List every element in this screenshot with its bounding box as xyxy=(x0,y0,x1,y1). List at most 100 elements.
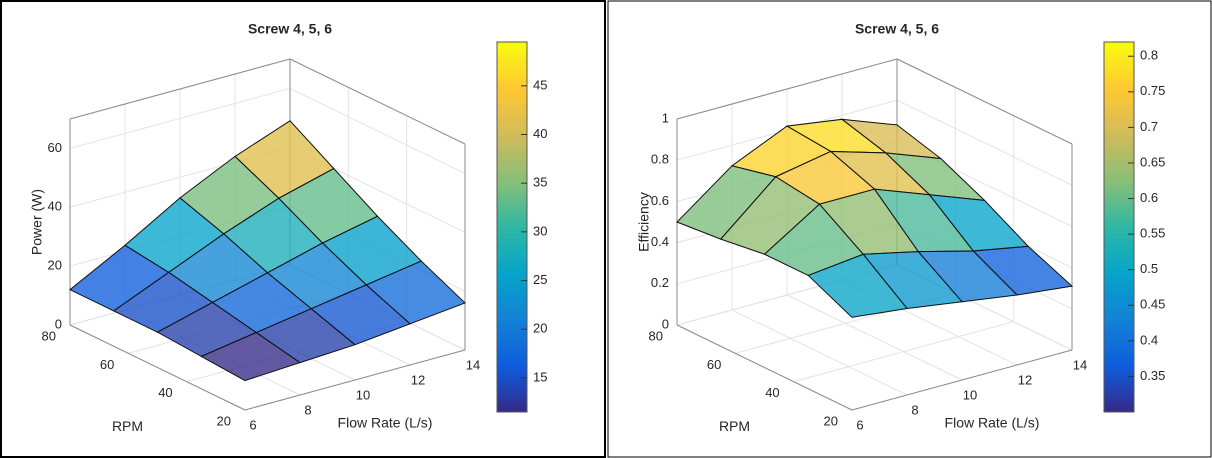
colorbar-segment xyxy=(1104,233,1134,240)
z-tick-label: 60 xyxy=(48,140,62,155)
colorbar-segment xyxy=(1104,375,1134,382)
x-tick-label: 14 xyxy=(1073,357,1087,372)
colorbar-segment xyxy=(1104,227,1134,234)
colorbar-tick-label: 45 xyxy=(533,77,547,92)
colorbar-tick-label: 20 xyxy=(533,321,547,336)
colorbar-segment xyxy=(1104,338,1134,345)
colorbar-segment xyxy=(497,227,527,234)
colorbar-segment xyxy=(497,387,527,394)
x-tick-label: 10 xyxy=(356,387,370,402)
colorbar-segment xyxy=(497,66,527,74)
x-tick-label: 10 xyxy=(963,387,977,402)
colorbar-segment xyxy=(1104,220,1134,228)
colorbar-segment xyxy=(497,270,527,277)
colorbar-tick-label: 0.8 xyxy=(1140,48,1158,63)
colorbar-segment xyxy=(1104,288,1134,296)
y-tick-label: 60 xyxy=(707,357,721,372)
colorbar-segment xyxy=(497,325,527,333)
y-axis-label: RPM xyxy=(112,418,143,434)
colorbar-segment xyxy=(1104,85,1134,92)
colorbar-segment xyxy=(497,251,527,259)
colorbar-tick-label: 0.45 xyxy=(1140,297,1165,312)
colorbar-segment xyxy=(497,307,527,314)
colorbar-segment xyxy=(497,171,527,179)
x-axis-label: Flow Rate (L/s) xyxy=(338,415,433,431)
x-axis-label: Flow Rate (L/s) xyxy=(945,415,1040,431)
colorbar-segment xyxy=(497,257,527,265)
colorbar-segment xyxy=(497,177,527,185)
colorbar-segment xyxy=(1104,202,1134,209)
colorbar-segment xyxy=(1104,122,1134,129)
colorbar-tick-label: 35 xyxy=(533,175,547,190)
colorbar-segment xyxy=(497,60,527,68)
axis-line xyxy=(851,349,1073,411)
colorbar-segment xyxy=(1104,301,1134,308)
colorbar-tick-label: 40 xyxy=(533,126,547,141)
colorbar-segment xyxy=(497,350,527,357)
colorbar-segment xyxy=(497,331,527,339)
grid-line xyxy=(793,321,1014,383)
colorbar-segment xyxy=(497,375,527,382)
colorbar-segment xyxy=(1104,405,1134,413)
y-tick-label: 60 xyxy=(100,357,114,372)
colorbar-segment xyxy=(497,313,527,320)
colorbar-segment xyxy=(1104,183,1134,191)
x-tick-label: 8 xyxy=(304,402,311,417)
colorbar-segment xyxy=(1104,362,1134,370)
colorbar-tick-label: 0.75 xyxy=(1140,83,1165,98)
axis-line xyxy=(69,324,246,411)
colorbar-segment xyxy=(497,91,527,98)
colorbar-segment xyxy=(1104,146,1134,154)
grid-line xyxy=(731,309,908,396)
colorbar-segment xyxy=(1104,153,1134,160)
colorbar-segment xyxy=(1104,319,1134,327)
colorbar-segment xyxy=(497,393,527,401)
colorbar-tick-label: 0.6 xyxy=(1140,190,1158,205)
colorbar-segment xyxy=(1104,91,1134,98)
colorbar-segment xyxy=(497,116,527,123)
surface-patch xyxy=(200,331,302,382)
y-tick-label: 40 xyxy=(158,385,172,400)
colorbar-segment xyxy=(1104,159,1134,166)
colorbar-segment xyxy=(1104,276,1134,283)
colorbar-segment xyxy=(497,301,527,308)
colorbar-segment xyxy=(497,122,527,129)
colorbar-segment xyxy=(497,220,527,228)
colorbar-segment xyxy=(1104,48,1134,55)
colorbar-segment xyxy=(497,362,527,370)
colorbar-segment xyxy=(497,214,527,222)
colorbar-segment xyxy=(1104,368,1134,376)
z-tick-label: 1 xyxy=(662,110,669,125)
y-tick-label: 40 xyxy=(765,385,779,400)
axis-line xyxy=(676,324,853,411)
axis-line xyxy=(676,58,898,120)
colorbar-segment xyxy=(1104,140,1134,148)
colorbar-segment xyxy=(1104,134,1134,142)
grid-line xyxy=(289,87,466,174)
y-axis-label: RPM xyxy=(719,418,750,434)
grid-line xyxy=(69,87,291,149)
colorbar-segment xyxy=(497,97,527,105)
colorbar-segment xyxy=(497,356,527,364)
colorbar-segment xyxy=(1104,196,1134,203)
colorbar-tick-label: 0.65 xyxy=(1140,154,1165,169)
colorbar-segment xyxy=(497,245,527,253)
y-tick-label: 80 xyxy=(649,328,663,343)
axis-line xyxy=(244,349,466,411)
colorbar-segment xyxy=(497,159,527,166)
colorbar-segment xyxy=(1104,325,1134,333)
colorbar-segment xyxy=(1104,116,1134,123)
colorbar-segment xyxy=(1104,393,1134,401)
z-tick-label: 0.8 xyxy=(651,152,669,167)
x-tick-label: 8 xyxy=(911,402,918,417)
colorbar-tick-label: 15 xyxy=(533,369,547,384)
z-tick-label: 0.4 xyxy=(651,234,669,249)
colorbar-segment xyxy=(1104,294,1134,302)
z-axis-label: Efficiency xyxy=(636,192,652,252)
z-tick-label: 0.6 xyxy=(651,193,669,208)
colorbar-segment xyxy=(1104,171,1134,179)
axis-line xyxy=(289,58,466,145)
colorbar-tick-label: 0.4 xyxy=(1140,332,1158,347)
colorbar-segment xyxy=(1104,128,1134,135)
colorbar-segment xyxy=(1104,350,1134,357)
